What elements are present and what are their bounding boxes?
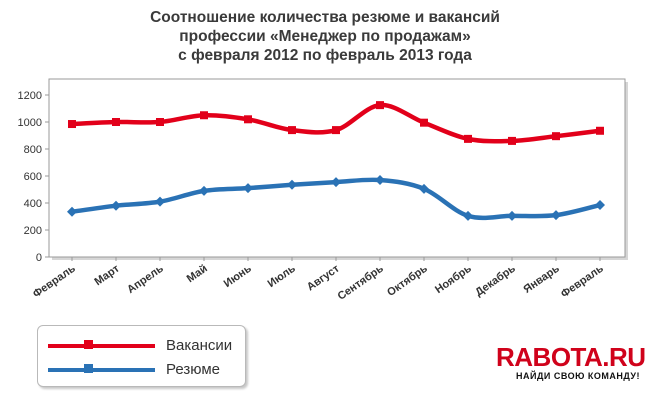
rabota-logo: RABOTA.RU НАЙДИ СВОЮ КОМАНДУ! [496,343,646,382]
chart-title-line-1: Соотношение количества резюме и вакансий [150,9,500,26]
logo-tagline: НАЙДИ СВОЮ КОМАНДУ! [515,371,640,381]
legend-entry-resumes: Резюме [38,360,245,380]
x-tick-label: Июль [266,262,298,290]
point-vacancies [332,126,340,135]
point-vacancies [508,136,516,145]
x-tick-label: Март [92,262,122,288]
point-resumes [595,200,605,211]
x-tick-label: Май [185,263,210,286]
point-vacancies [552,132,560,141]
point-vacancies [244,115,252,124]
x-tick-label: Ноябрь [433,262,474,296]
point-vacancies [376,101,384,110]
y-tick-label: 1200 [18,90,42,102]
chart-title-line-3: с февраля 2012 по февраль 2013 года [178,47,472,64]
point-resumes [507,210,517,221]
legend-label-vacancies: Вакансии [166,337,233,354]
point-vacancies [288,126,296,135]
x-tick-label: Январь [521,262,561,295]
point-resumes [287,179,297,190]
point-resumes [199,185,209,196]
point-vacancies [596,126,604,135]
legend-line-vacancies [48,344,155,348]
y-tick-label: 600 [24,171,42,183]
plot-area [48,78,626,258]
point-vacancies [464,134,472,143]
point-resumes [551,210,561,221]
y-tick-label: 1000 [18,117,42,129]
point-vacancies [112,118,120,126]
chart-title-line-2: профессии «Менеджер по продажам» [179,28,471,45]
chart-title: Соотношение количества резюме и вакансий… [0,8,650,65]
x-tick-label: Сентябрь [336,262,386,302]
x-tick-label: Октябрь [385,262,430,298]
point-vacancies [200,111,208,120]
y-tick-label: 0 [36,252,42,264]
legend-marker-vacancies [84,340,93,349]
x-tick-label: Апрель [125,262,166,296]
logo-wordmark: RABOTA.RU [496,342,646,372]
x-tick-label: Февраль [559,262,606,300]
point-vacancies [156,118,164,126]
legend-line-resumes [48,368,155,372]
point-resumes [67,206,77,217]
x-tick-label: Декабрь [473,262,518,298]
point-resumes [111,200,121,211]
point-resumes [463,210,473,221]
x-tick-label: Июнь [222,262,254,290]
point-resumes [331,177,341,188]
legend-marker-resumes [84,364,93,373]
point-vacancies [420,118,428,127]
legend-entry-vacancies: Вакансии [38,336,245,356]
y-tick-label: 400 [24,198,42,210]
legend-label-resumes: Резюме [166,361,220,378]
point-resumes [419,183,429,194]
x-tick-label: Август [305,262,342,293]
y-tick-label: 200 [24,225,42,237]
point-resumes [155,196,165,207]
y-tick-label: 800 [24,144,42,156]
x-tick-label: Февраль [31,262,78,300]
point-vacancies [68,120,76,129]
point-resumes [243,183,253,194]
point-resumes [375,175,385,186]
chart-legend: Вакансии Резюме [37,325,246,387]
